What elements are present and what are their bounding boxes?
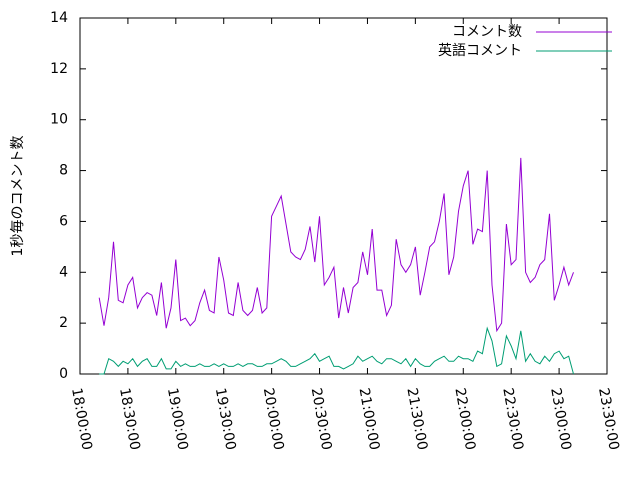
x-tick-label: 21:00:00 — [356, 387, 383, 452]
x-tick-label: 20:00:00 — [260, 387, 287, 452]
y-tick-label: 12 — [50, 61, 68, 77]
legend-label: 英語コメント — [438, 42, 522, 59]
x-tick-label: 23:30:00 — [595, 387, 622, 452]
legend-label: コメント数 — [452, 24, 522, 40]
y-tick-label: 8 — [59, 163, 68, 179]
x-tick-label: 19:00:00 — [164, 387, 191, 452]
y-tick-label: 14 — [50, 10, 68, 26]
x-tick-label: 18:30:00 — [116, 387, 143, 452]
series-line — [99, 326, 574, 375]
x-tick-label: 20:30:00 — [308, 387, 335, 452]
y-tick-label: 10 — [50, 112, 68, 128]
y-tick-label: 6 — [59, 213, 68, 229]
x-tick-label: 22:00:00 — [451, 387, 478, 452]
series-line — [98, 157, 574, 333]
y-tick-label: 2 — [59, 315, 68, 331]
plot-frame — [79, 17, 608, 375]
y-tick-label: 4 — [59, 264, 68, 280]
x-tick-label: 18:00:00 — [68, 387, 95, 452]
y-tick-label: 0 — [59, 366, 68, 382]
y-axis-label: 1秒毎のコメント数 — [10, 136, 26, 257]
x-tick-label: 19:30:00 — [212, 387, 239, 452]
x-tick-label: 23:00:00 — [547, 387, 574, 452]
x-tick-label: 22:30:00 — [499, 387, 526, 452]
x-tick-label: 21:30:00 — [403, 387, 430, 452]
